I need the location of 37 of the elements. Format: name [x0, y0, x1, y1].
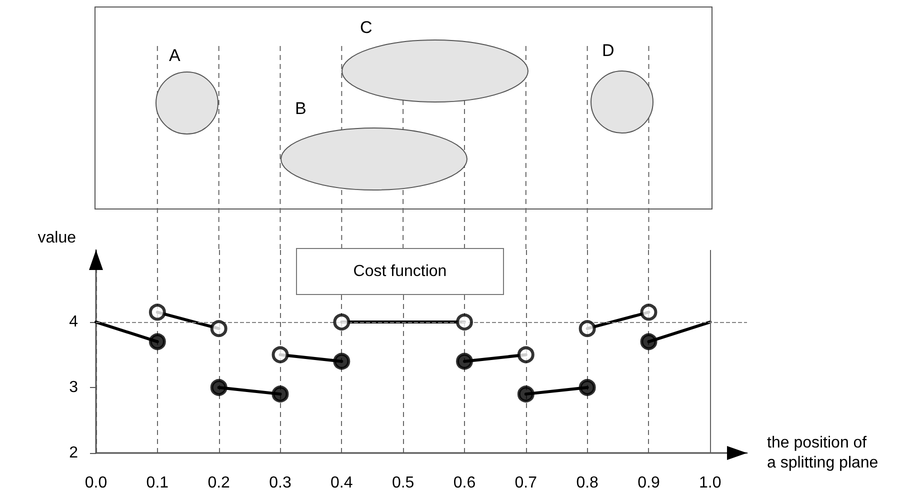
point — [578, 379, 596, 396]
x-tick-label: 0.9 — [638, 474, 660, 492]
y-axis-title: value — [38, 230, 76, 246]
point — [456, 314, 473, 331]
text-box: Cost function — [296, 248, 504, 295]
text: A — [169, 46, 181, 65]
x-axis-title: the position of a splitting plane — [767, 434, 878, 472]
x-tick-label: 0.2 — [208, 474, 230, 492]
x-tick-label: 0.0 — [84, 474, 108, 492]
x-tick-label: 0.4 — [330, 474, 353, 492]
x-tick-label: 0.7 — [514, 474, 538, 492]
x-tick-label: 0.8 — [576, 474, 599, 492]
y-tick-label: 2 — [69, 444, 78, 462]
y-tick-label: 3 — [69, 379, 78, 396]
point — [148, 333, 166, 350]
text: B — [295, 99, 306, 118]
point — [578, 320, 596, 338]
point — [640, 333, 658, 350]
point — [210, 379, 228, 396]
x-tick-label: 0.3 — [269, 474, 292, 492]
text: D — [602, 41, 614, 60]
point — [456, 352, 473, 370]
point — [272, 386, 289, 403]
x-tick-label: 0.5 — [392, 474, 414, 492]
point — [517, 386, 534, 403]
point — [333, 314, 350, 331]
x-tick-label: 1.0 — [699, 474, 722, 492]
x-tick-label: 0.6 — [453, 474, 476, 492]
point — [517, 346, 534, 364]
point — [272, 346, 289, 364]
text: C — [360, 18, 372, 37]
point — [640, 304, 658, 321]
point — [210, 320, 228, 338]
x-tick-label: 0.1 — [146, 474, 169, 492]
y-tick-label: 4 — [69, 314, 78, 331]
point — [148, 304, 166, 321]
point — [333, 352, 350, 370]
